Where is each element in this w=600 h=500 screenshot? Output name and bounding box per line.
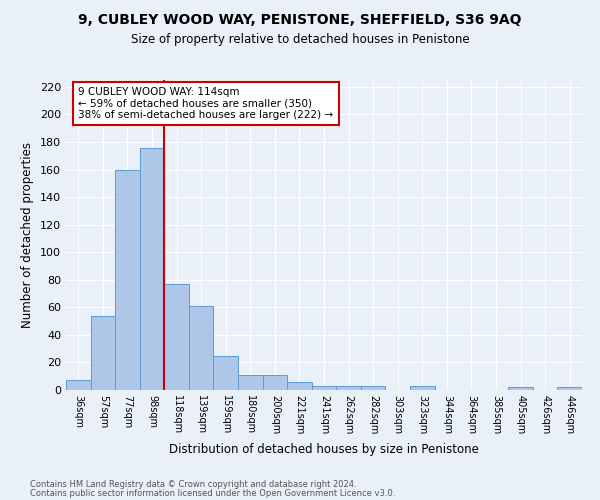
Bar [410, 386, 434, 390]
Bar [115, 170, 140, 390]
Bar [287, 382, 312, 390]
Y-axis label: Number of detached properties: Number of detached properties [22, 142, 34, 328]
Bar [263, 375, 287, 390]
Bar [189, 306, 214, 390]
Bar [164, 284, 189, 390]
Bar [336, 386, 361, 390]
Text: 9 CUBLEY WOOD WAY: 114sqm
← 59% of detached houses are smaller (350)
38% of semi: 9 CUBLEY WOOD WAY: 114sqm ← 59% of detac… [78, 87, 334, 120]
Text: Size of property relative to detached houses in Penistone: Size of property relative to detached ho… [131, 32, 469, 46]
Bar [312, 386, 336, 390]
Bar [508, 387, 533, 390]
Text: 9, CUBLEY WOOD WAY, PENISTONE, SHEFFIELD, S36 9AQ: 9, CUBLEY WOOD WAY, PENISTONE, SHEFFIELD… [78, 12, 522, 26]
Bar [91, 316, 115, 390]
X-axis label: Distribution of detached houses by size in Penistone: Distribution of detached houses by size … [169, 442, 479, 456]
Bar [557, 387, 582, 390]
Bar [361, 386, 385, 390]
Bar [238, 375, 263, 390]
Bar [140, 148, 164, 390]
Bar [66, 380, 91, 390]
Text: Contains HM Land Registry data © Crown copyright and database right 2024.: Contains HM Land Registry data © Crown c… [30, 480, 356, 489]
Text: Contains public sector information licensed under the Open Government Licence v3: Contains public sector information licen… [30, 489, 395, 498]
Bar [214, 356, 238, 390]
